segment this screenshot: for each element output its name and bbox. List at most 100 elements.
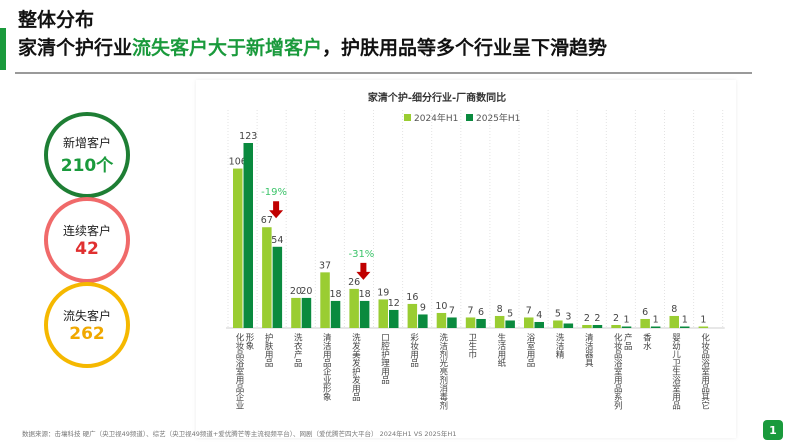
- data-label: 19: [377, 287, 389, 298]
- data-label: 18: [330, 289, 342, 300]
- category-label: 化妆品浴室用品其它: [699, 333, 710, 410]
- data-label: 2: [594, 313, 600, 324]
- bar: [233, 168, 243, 328]
- new-customers-label: 新增客户: [62, 136, 111, 150]
- bar: [640, 318, 650, 328]
- bar: [262, 227, 272, 328]
- data-label: 26: [348, 277, 360, 288]
- bar: [698, 326, 709, 328]
- data-label: 5: [507, 308, 513, 319]
- bar: [494, 315, 505, 328]
- category-label: 洗洁精: [554, 333, 565, 359]
- data-label: 9: [420, 302, 426, 313]
- chart-title: 家清个护-细分行业-厂商数同比: [368, 91, 506, 104]
- accent-bar: [0, 28, 6, 70]
- data-label: 123: [239, 131, 257, 142]
- data-label: 18: [359, 289, 371, 300]
- data-label: 3: [565, 311, 571, 322]
- bar: [272, 246, 283, 328]
- lost-customers-value: 262: [69, 323, 105, 344]
- category-label: 清洁器具: [583, 333, 594, 367]
- page-number: 1: [763, 420, 783, 440]
- data-label: 20: [290, 286, 302, 297]
- down-arrow-icon: [269, 201, 284, 219]
- bar: [407, 303, 418, 328]
- data-label: 8: [497, 304, 503, 315]
- lost-customers-label: 流失客户: [62, 308, 111, 323]
- continuing-customers-value: 42: [75, 238, 99, 259]
- bar: [418, 314, 428, 328]
- continuing-customers-label: 连续客户: [62, 223, 111, 238]
- bar: [563, 323, 574, 328]
- data-label: 7: [526, 305, 532, 316]
- category-label: 清洁用品企业形象: [321, 333, 332, 401]
- page-title: 整体分布: [18, 9, 95, 31]
- category-label: 化妆品浴室用品企业形象: [234, 333, 254, 410]
- bar: [243, 143, 253, 328]
- category-label: 洗洁剂光亮剂消毒剂: [437, 333, 448, 410]
- bar: [505, 320, 515, 328]
- bar: [524, 317, 534, 328]
- change-percent: -19%: [261, 187, 287, 198]
- subtitle-post: ，护肤用品等多个行业呈下滑趋势: [322, 37, 608, 59]
- bar: [553, 320, 563, 328]
- data-label: 4: [536, 310, 542, 321]
- category-label: 香水: [641, 333, 652, 350]
- bar: [436, 312, 447, 328]
- bar: [476, 318, 486, 328]
- legend-label: 2024年H1: [414, 112, 458, 124]
- bar: [349, 288, 359, 328]
- category-label: 生活用纸: [495, 333, 506, 367]
- data-label: 106: [229, 157, 247, 168]
- data-label: 16: [406, 292, 418, 303]
- data-label: 1: [682, 314, 688, 325]
- data-label: 2: [613, 313, 619, 324]
- category-label: 洗发美发护发用品: [350, 333, 361, 401]
- bar: [680, 326, 690, 328]
- data-label: 10: [435, 301, 447, 312]
- bar: [320, 272, 330, 328]
- data-label: 67: [261, 215, 273, 226]
- bar: [359, 300, 370, 328]
- category-label: 护肤用品: [263, 333, 274, 367]
- page-subtitle: 家清个护行业流失客户大于新增客户，护肤用品等多个行业呈下滑趋势: [18, 33, 607, 60]
- category-label: 浴室用品: [525, 333, 535, 367]
- bar: [447, 317, 457, 328]
- bar: [389, 309, 399, 328]
- continuing-customers-circle: 连续客户 42: [44, 197, 130, 283]
- bar: [611, 324, 621, 328]
- category-label: 婴幼儿卫生浴室用品: [670, 333, 681, 410]
- data-label: 1: [700, 314, 706, 325]
- down-arrow-icon: [356, 262, 371, 280]
- title-divider: [15, 72, 752, 74]
- legend-swatch: [404, 114, 411, 121]
- data-label: 6: [478, 307, 484, 318]
- data-label: 1: [653, 314, 659, 325]
- data-label: 20: [300, 286, 312, 297]
- data-label: 7: [468, 305, 474, 316]
- footnote: 数据来源：击壤科技 硬广（央卫视49频道）、综艺（央卫视49频道+爱优腾芒等主流…: [22, 430, 457, 438]
- data-label: 54: [271, 235, 283, 246]
- bar: [330, 300, 341, 328]
- category-label: 化妆品浴室用品系列产品: [612, 333, 633, 410]
- bar: [621, 326, 632, 328]
- data-label: 1: [624, 314, 630, 325]
- bar: [650, 326, 661, 328]
- data-label: 8: [671, 304, 677, 315]
- category-label: 彩妆用品: [408, 333, 419, 367]
- bar: [582, 324, 592, 328]
- legend-swatch: [466, 114, 473, 121]
- bar: [378, 299, 388, 328]
- chart-panel: [196, 80, 736, 438]
- bar: [669, 315, 679, 328]
- category-label: 卫生巾: [466, 333, 477, 359]
- legend-label: 2025年H1: [476, 112, 520, 124]
- category-label: 洗衣产品: [292, 333, 303, 367]
- subtitle-pre: 家清个护行业: [18, 37, 133, 59]
- data-label: 12: [388, 298, 400, 309]
- bar: [465, 317, 476, 328]
- data-label: 37: [319, 260, 331, 271]
- bar: [291, 297, 301, 328]
- bar: [534, 321, 544, 328]
